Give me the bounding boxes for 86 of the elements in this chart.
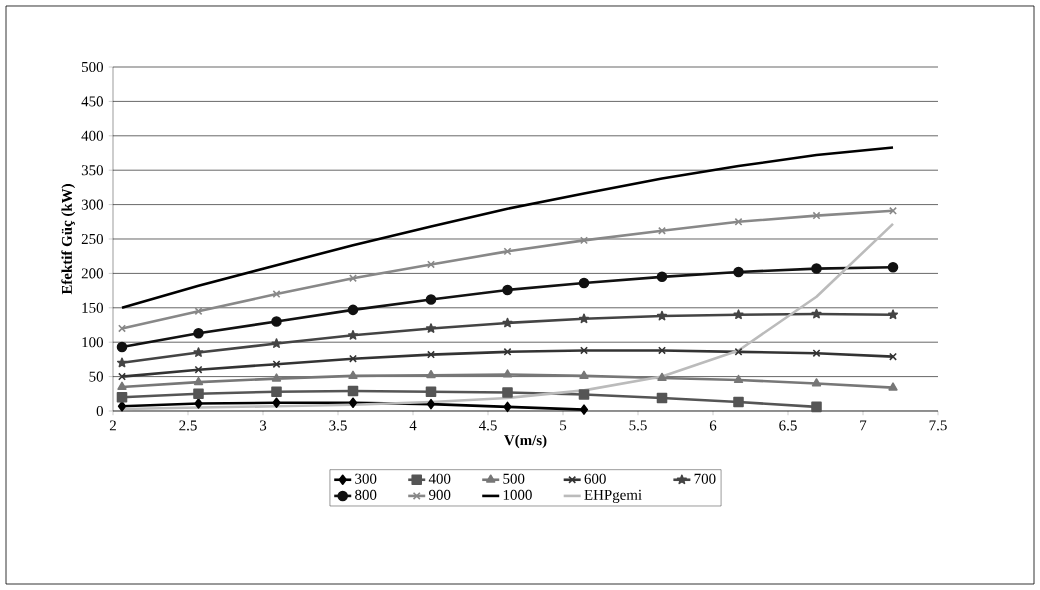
legend-label: 400 [428, 473, 451, 484]
x-tick-label: 5 [560, 420, 567, 431]
legend-label: 300 [355, 473, 377, 484]
y-tick-label: 350 [81, 165, 103, 176]
line-series [120, 146, 895, 310]
point [426, 369, 436, 379]
x-axis-title: V(m/s) [504, 434, 547, 449]
point [116, 357, 128, 368]
point [116, 391, 128, 403]
point [271, 373, 282, 382]
y-tick-label: 200 [81, 268, 103, 279]
point [656, 310, 668, 321]
point [193, 347, 204, 357]
point [193, 376, 204, 386]
point [887, 261, 899, 273]
point [502, 317, 513, 328]
point [271, 338, 282, 348]
point [271, 316, 282, 327]
point [578, 277, 590, 289]
point [503, 401, 512, 413]
point [502, 387, 513, 398]
x-tick-label: 7 [860, 420, 867, 431]
x-tick-label: 5.5 [629, 420, 647, 431]
y-tick-label: 500 [82, 61, 103, 73]
point [425, 386, 437, 398]
point [503, 247, 512, 256]
y-tick-label: 150 [82, 302, 103, 313]
point [656, 392, 668, 404]
point [347, 330, 359, 340]
point [347, 304, 359, 316]
y-tick-label: 300 [81, 199, 103, 210]
y-tick-label: 100 [82, 337, 103, 348]
point [811, 308, 822, 319]
point [348, 370, 358, 379]
point [733, 266, 744, 278]
point [888, 382, 898, 391]
point [193, 327, 204, 339]
legend-label: 800 [355, 489, 377, 500]
legend-label: 1000 [503, 489, 532, 500]
y-tick-label: 50 [89, 371, 103, 382]
point [733, 374, 744, 384]
point [502, 284, 513, 296]
x-tick-label: 2 [109, 420, 116, 431]
legend-label: EHPgemi [584, 489, 642, 503]
point [193, 388, 204, 400]
point [656, 271, 668, 283]
y-axis-title: Efektif Güç (kW) [61, 184, 75, 295]
legend-label: 600 [584, 473, 606, 484]
x-tick-label: 7.5 [929, 420, 947, 431]
point [578, 313, 590, 324]
point [425, 323, 437, 333]
point [811, 378, 822, 387]
point [117, 381, 127, 390]
point [579, 370, 589, 379]
x-tick-label: 3 [259, 420, 267, 431]
point [348, 397, 358, 409]
legend-label: 900 [428, 489, 451, 500]
y-tick-label: 400 [81, 130, 103, 141]
x-tick-label: 2.5 [179, 420, 197, 431]
point [811, 263, 822, 274]
point [502, 369, 513, 378]
point [116, 341, 128, 353]
x-tick-label: 3.5 [329, 420, 347, 431]
y-tick-label: 450 [81, 96, 103, 107]
point [347, 385, 359, 397]
point [272, 397, 281, 409]
legend-label: 500 [503, 473, 525, 484]
point [811, 401, 822, 413]
point [733, 396, 744, 408]
point [578, 389, 590, 400]
y-tick-label: 250 [81, 233, 103, 245]
point [733, 309, 744, 320]
point [887, 309, 899, 320]
x-tick-label: 4.5 [478, 420, 497, 431]
point [194, 398, 203, 409]
point [812, 211, 821, 220]
point [579, 404, 589, 415]
y-tick-label: 0 [96, 405, 103, 417]
point [657, 372, 667, 382]
x-tick-label: 6 [709, 420, 717, 431]
point [426, 398, 436, 410]
point [271, 386, 282, 398]
point [425, 294, 437, 305]
legend-label: 700 [694, 473, 716, 484]
x-tick-label: 4 [409, 420, 417, 431]
x-tick-label: 6.5 [779, 420, 797, 431]
